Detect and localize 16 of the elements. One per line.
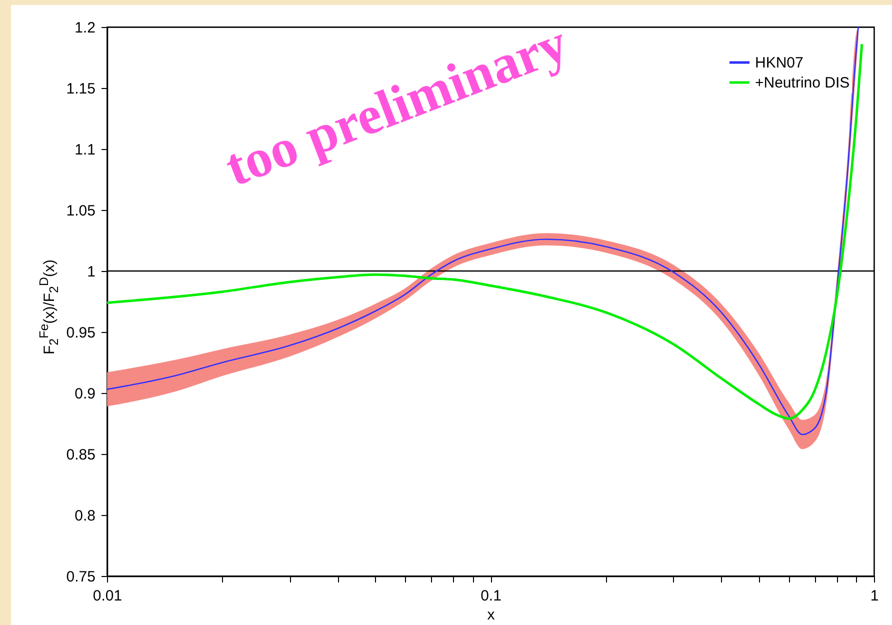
y-tick-label: 1.05 bbox=[66, 202, 96, 220]
y-tick-label: 0.9 bbox=[74, 386, 96, 402]
x-tick-label: 0.01 bbox=[92, 588, 122, 604]
x-tick-label: 1 bbox=[870, 588, 879, 604]
legend-label: HKN07 bbox=[755, 54, 804, 72]
y-tick-label: 1.15 bbox=[66, 80, 96, 98]
legend-label: +Neutrino DIS bbox=[755, 74, 850, 92]
y-tick-label: 0.95 bbox=[66, 324, 96, 342]
x-axis-title: x bbox=[487, 606, 496, 624]
y-tick-label: 1.1 bbox=[74, 142, 96, 158]
y-tick-label: 1 bbox=[87, 264, 96, 280]
x-tick-label: 0.1 bbox=[480, 588, 502, 604]
y-tick-label: 1.2 bbox=[74, 20, 96, 36]
y-tick-label: 0.75 bbox=[66, 568, 96, 586]
y-tick-label: 0.85 bbox=[66, 446, 96, 464]
y-tick-label: 0.8 bbox=[74, 508, 96, 524]
